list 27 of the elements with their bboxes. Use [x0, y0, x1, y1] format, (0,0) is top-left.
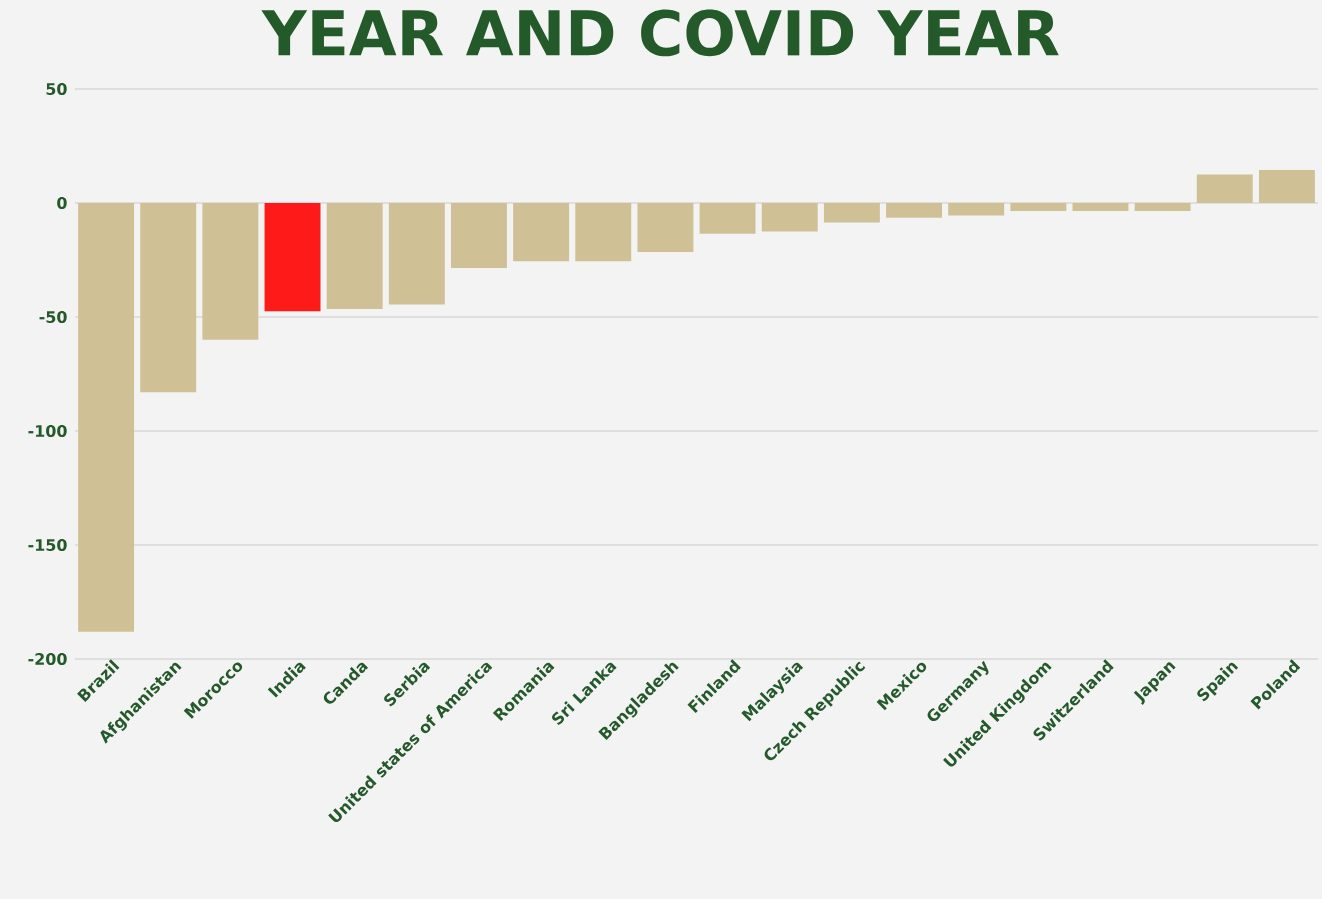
y-tick-label: -150 — [28, 538, 67, 552]
bar — [948, 203, 1005, 216]
y-tick-label: -100 — [28, 424, 67, 438]
bar — [388, 203, 445, 305]
bar — [886, 203, 942, 218]
bar — [699, 203, 756, 234]
y-tick-label: 50 — [46, 82, 67, 96]
bar — [823, 203, 880, 223]
bar — [1258, 169, 1315, 203]
y-tick-label: -200 — [28, 652, 67, 666]
y-tick-label: -50 — [39, 310, 67, 324]
bar — [451, 203, 507, 268]
bar — [140, 203, 197, 393]
bar — [575, 203, 632, 262]
bar — [1196, 174, 1253, 203]
bar — [1134, 203, 1191, 211]
chart-title: YEAR AND COVID YEAR — [261, 9, 1059, 57]
bar — [326, 203, 383, 310]
bar — [202, 203, 259, 340]
bar — [1072, 203, 1129, 211]
bar — [513, 203, 570, 262]
y-tick-label: 0 — [57, 196, 67, 210]
bar — [1010, 203, 1067, 211]
bar — [264, 203, 321, 312]
bar — [637, 203, 694, 253]
bar — [761, 203, 818, 232]
bar — [78, 203, 135, 632]
